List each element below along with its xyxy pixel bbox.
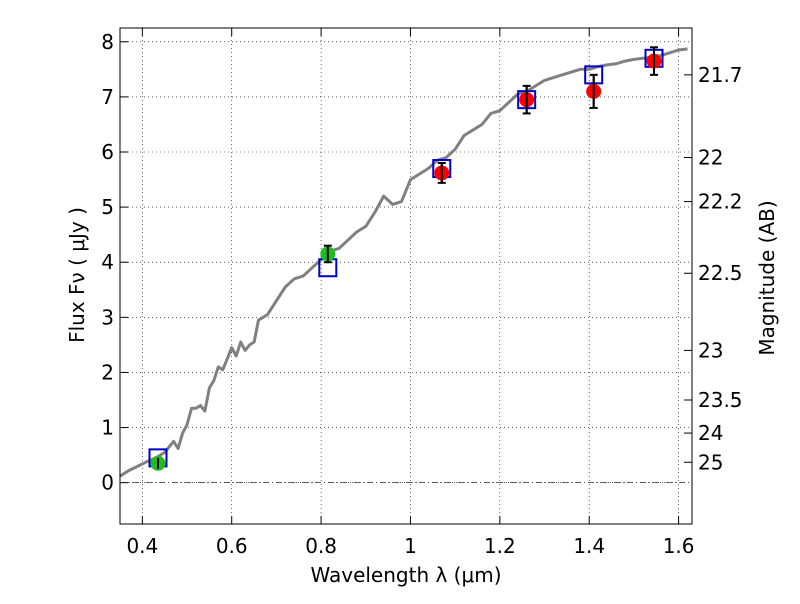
plot-frame [119,27,693,525]
x-tick-label: 1.2 [484,534,516,558]
x-axis-title: Wavelength λ (μm) [310,563,501,587]
y-tick-label: 4 [101,250,114,274]
y-axis-title: Flux Fν ( μJy ) [65,207,89,343]
y2-tick-label: 23 [698,338,723,362]
data-layer [119,46,688,478]
y2-tick-label: 23.5 [698,388,743,412]
y2-tick-label: 22 [698,146,723,170]
x-tick-label: 1.4 [573,534,605,558]
y2-tick-label: 22.2 [698,190,743,214]
x-tick-label: 0.4 [126,534,158,558]
y2-axis-title: Magnitude (AB) [755,200,779,355]
grid-layer [120,28,692,524]
y-tick-label: 6 [101,140,114,164]
y-tick-label: 1 [101,416,114,440]
x-tick-label: 0.8 [305,534,337,558]
y2-tick-label: 25 [698,450,723,474]
y-tick-label: 5 [101,195,114,219]
y-tick-label: 7 [101,85,114,109]
tick-layer: 0.4 0.6 0.8 1 1.2 1.4 1.601234567821.72222.222… [101,28,743,558]
x-tick-label: 1.6 [663,534,695,558]
y-tick-label: 0 [101,471,114,495]
y-tick-label: 3 [101,305,114,329]
y2-tick-label: 22.5 [698,261,743,285]
x-tick-label: 1 [404,534,417,558]
model-spectrum-line [119,47,688,478]
y2-tick-label: 24 [698,421,723,445]
y2-tick-label: 21.7 [698,63,743,87]
y-tick-label: 2 [101,360,114,384]
x-tick-label: 0.6 [216,534,248,558]
y-tick-label: 8 [101,30,114,54]
